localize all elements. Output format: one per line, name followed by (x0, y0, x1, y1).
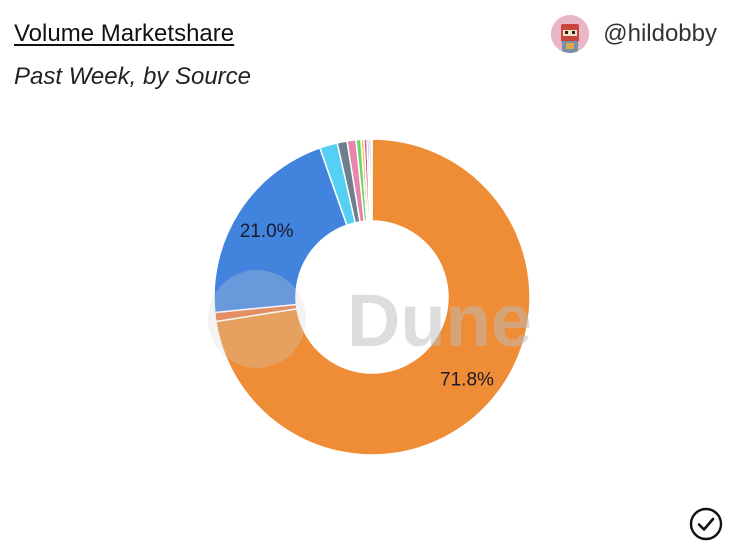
slice-label: 21.0% (240, 221, 294, 242)
avatar-icon (551, 15, 590, 53)
watermark-logo-circle (208, 270, 306, 368)
donut-slice[interactable] (213, 146, 348, 314)
donut-slice[interactable] (370, 138, 373, 222)
verified-check-icon (689, 507, 723, 541)
slice-labels: 71.8% 21.0% (240, 221, 494, 391)
donut-chart: Dune 71.8% 21.0% (208, 138, 532, 456)
slice-label: 71.8% (440, 369, 494, 390)
dune-watermark: Dune (208, 270, 532, 368)
donut-slice[interactable] (215, 138, 531, 456)
watermark-text: Dune (347, 279, 532, 362)
donut-slices (213, 138, 531, 456)
chart-title: Volume Marketshare (14, 20, 235, 47)
author-handle[interactable]: @hildobby (603, 20, 717, 47)
author-badge[interactable]: @hildobby (551, 14, 717, 54)
chart-subtitle: Past Week, by Source (14, 63, 251, 90)
